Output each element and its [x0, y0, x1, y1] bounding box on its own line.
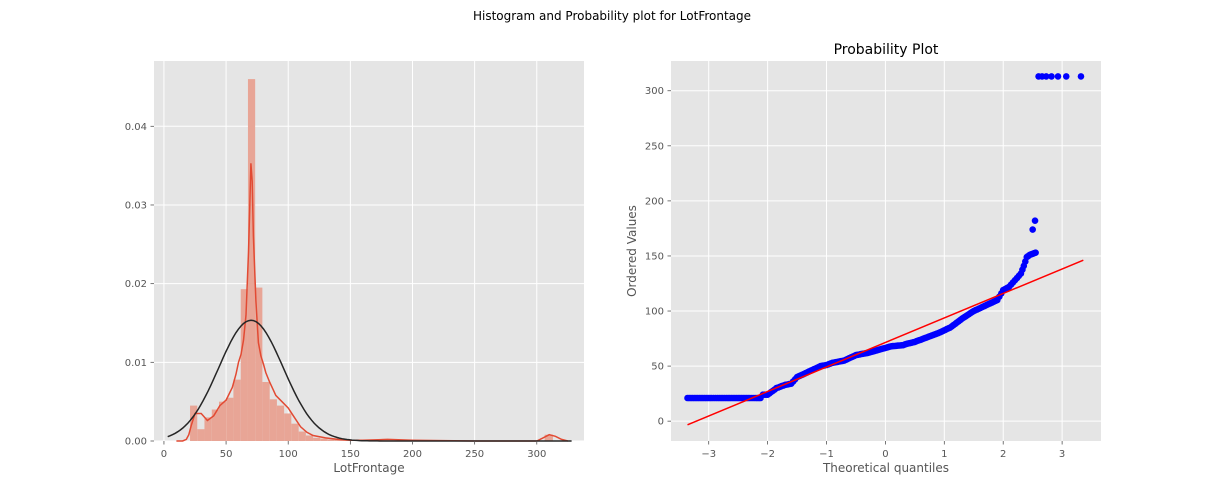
y-tick-label: 0.04 [125, 122, 147, 133]
qq-point [1077, 73, 1085, 80]
y-tick-label: 250 [645, 141, 664, 152]
x-tick-label: 3 [1059, 449, 1065, 460]
histogram-x-axis-label: LotFrontage [333, 461, 404, 475]
x-tick-label: 50 [220, 449, 233, 460]
histogram-bar [197, 429, 205, 441]
histogram-bar [240, 289, 248, 441]
histogram-bar [327, 439, 335, 441]
probability-plot-y-ticks: 0 50 100 150 200 250 300 [645, 86, 671, 428]
histogram-bar [544, 434, 553, 441]
probability-plot-title: Probability Plot [834, 42, 939, 58]
qq-point [1062, 73, 1070, 80]
probability-plot-fit [687, 259, 1084, 426]
probability-plot-y-axis-label: Ordered Values [625, 205, 639, 297]
probability-plot-axes: Probability Plot −3 −2 −1 0 1 2 3 0 50 100 150 200… [625, 42, 1101, 475]
histogram-bar [190, 405, 198, 441]
probability-plot-x-axis-label: Theoretical quantiles [822, 461, 949, 475]
qq-fit-line [687, 259, 1084, 426]
histogram-bar [269, 399, 277, 441]
y-tick-label: 50 [651, 362, 664, 373]
histogram-y-ticks: 0.00 0.01 0.02 0.03 0.04 [125, 122, 154, 448]
figure-suptitle: Histogram and Probability plot for LotFr… [473, 9, 751, 23]
qq-point [1029, 226, 1036, 233]
histogram-bar [334, 439, 343, 441]
probability-plot-x-ticks: −3 −2 −1 0 1 2 3 [701, 441, 1065, 460]
qq-point [1048, 73, 1055, 80]
x-tick-label: −3 [701, 449, 716, 460]
probability-plot-area [671, 61, 1101, 441]
histogram-bar [276, 405, 285, 441]
histogram-plot-area [154, 61, 584, 441]
histogram-bar [313, 437, 321, 441]
x-tick-label: −2 [760, 449, 775, 460]
y-tick-label: 100 [645, 307, 664, 318]
y-tick-label: 200 [645, 196, 664, 207]
y-tick-label: 0.02 [125, 279, 147, 290]
histogram-bar [247, 79, 256, 441]
histogram-bar [255, 287, 263, 441]
y-tick-label: 0.00 [125, 437, 147, 448]
histogram-axes: 0 50 100 150 200 250 300 0.000.010.020.030.04 … [125, 61, 584, 475]
x-tick-label: 150 [341, 449, 360, 460]
histogram-bar [233, 379, 241, 441]
x-tick-label: 300 [527, 449, 546, 460]
histogram-bar [284, 413, 292, 441]
y-tick-label: 0.01 [125, 358, 147, 369]
x-tick-label: 1 [941, 449, 947, 460]
histogram-bar [320, 438, 328, 441]
x-tick-label: −1 [819, 449, 834, 460]
x-tick-label: 200 [403, 449, 422, 460]
histogram-lines [167, 163, 572, 442]
qq-point [1042, 73, 1050, 80]
histogram-bar [291, 423, 299, 441]
y-tick-label: 300 [645, 86, 664, 97]
x-tick-label: 0 [161, 449, 167, 460]
histogram-x-ticks: 0 50 100 150 200 250 300 [161, 441, 546, 460]
y-tick-label: 0 [658, 417, 664, 428]
histogram-bar [305, 435, 314, 441]
kde-curve [176, 163, 568, 442]
x-tick-label: 100 [279, 449, 298, 460]
histogram-bar [211, 409, 219, 441]
qq-point [1054, 73, 1062, 80]
y-tick-label: 0.03 [125, 200, 147, 211]
histogram-bar [226, 397, 234, 441]
probability-plot-grid [671, 61, 1101, 441]
histogram-bar [218, 401, 227, 441]
qq-point [1032, 249, 1039, 256]
x-tick-label: 0 [882, 449, 888, 460]
x-tick-label: 2 [1000, 449, 1006, 460]
histogram-bar [204, 417, 212, 441]
histogram-bar [298, 431, 306, 441]
normal-fit-curve [167, 319, 572, 442]
qq-point [1031, 217, 1039, 225]
histogram-bar [262, 381, 270, 441]
x-tick-label: 250 [465, 449, 484, 460]
y-tick-label: 150 [645, 251, 664, 262]
